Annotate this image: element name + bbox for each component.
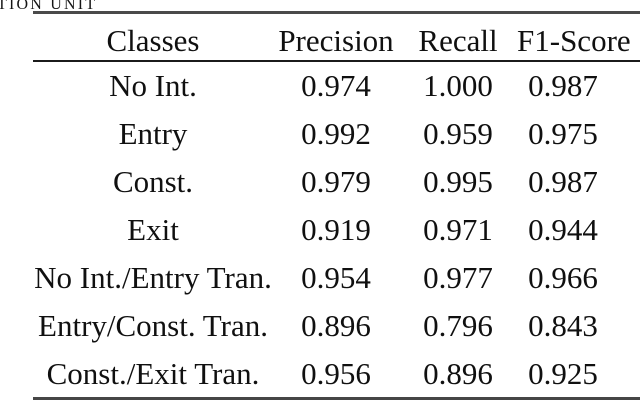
column-header-f1-score: F1-Score [517,23,631,58]
cell-f1-score: 0.944 [528,211,598,247]
table-caption-fragment: TION UNIT [0,0,98,13]
cell-recall: 0.896 [423,355,493,391]
row-label: No Int. [109,68,197,104]
cell-f1-score: 0.975 [528,116,598,152]
cell-precision: 0.919 [301,211,371,247]
table-row: Entry 0.992 0.959 0.975 [33,110,640,158]
cell-precision: 0.992 [301,116,371,152]
table-header-row: Classes Precision Recall F1-Score [33,14,640,62]
column-header-recall: Recall [418,23,498,58]
row-label: Const./Exit Tran. [46,355,260,391]
cell-precision: 0.974 [301,68,371,104]
cell-precision: 0.979 [301,164,371,200]
cell-recall: 0.977 [423,259,493,295]
row-label: Entry/Const. Tran. [38,307,268,343]
column-header-precision: Precision [278,23,394,58]
cell-precision: 0.896 [301,307,371,343]
cell-precision: 0.956 [301,355,371,391]
column-header-classes: Classes [106,23,200,58]
table-row: Const./Exit Tran. 0.956 0.896 0.925 [33,349,640,397]
table-row: Exit 0.919 0.971 0.944 [33,206,640,254]
table-row: Entry/Const. Tran. 0.896 0.796 0.843 [33,301,640,349]
cell-recall: 0.995 [423,164,493,200]
row-label: No Int./Entry Tran. [34,259,272,295]
cell-precision: 0.954 [301,259,371,295]
cell-f1-score: 0.925 [528,355,598,391]
table-row: No Int. 0.974 1.000 0.987 [33,62,640,110]
cell-recall: 0.796 [423,307,493,343]
table-row: Const. 0.979 0.995 0.987 [33,158,640,206]
row-label: Const. [112,164,194,200]
cell-recall: 1.000 [423,68,493,104]
cell-f1-score: 0.987 [528,164,598,200]
row-label: Entry [118,116,188,152]
cell-recall: 0.959 [423,116,493,152]
cell-f1-score: 0.843 [528,307,598,343]
row-label: Exit [127,211,179,247]
cell-f1-score: 0.987 [528,68,598,104]
metrics-table: Classes Precision Recall F1-Score No Int… [33,11,640,400]
cell-f1-score: 0.966 [528,259,598,295]
table-body: No Int. 0.974 1.000 0.987 Entry 0.992 0.… [33,62,640,397]
cell-recall: 0.971 [423,211,493,247]
table-row: No Int./Entry Tran. 0.954 0.977 0.966 [33,253,640,301]
